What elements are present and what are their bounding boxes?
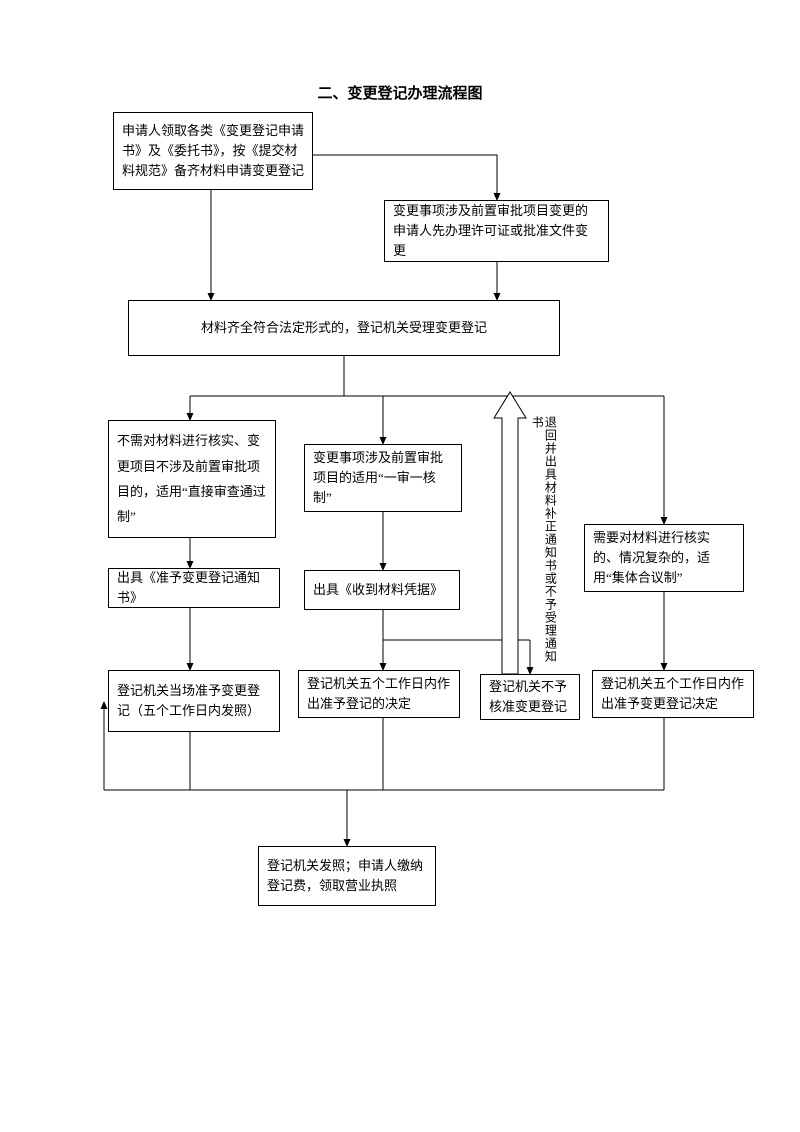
node-n13: 登记机关发照；申请人缴纳登记费，领取营业执照 <box>258 846 436 906</box>
page-title: 二、变更登记办理流程图 <box>0 82 800 103</box>
node-n2: 变更事项涉及前置审批项目变更的申请人先办理许可证或批准文件变更 <box>384 200 609 262</box>
return-block-arrow <box>494 392 526 674</box>
node-n6: 需要对材料进行核实的、情况复杂的，适用“集体合议制” <box>584 524 744 592</box>
node-n1: 申请人领取各类《变更登记申请书》及《委托书》，按《提交材料规范》备齐材料申请变更… <box>113 112 313 190</box>
node-n12: 登记机关五个工作日内作出准予变更登记决定 <box>592 670 754 718</box>
node-n8: 出具《收到材料凭据》 <box>304 570 460 610</box>
node-n10: 登记机关五个工作日内作出准予登记的决定 <box>298 670 460 718</box>
node-n11: 登记机关不予核准变更登记 <box>480 674 580 720</box>
node-n5: 变更事项涉及前置审批项目的适用“一审一核制” <box>304 444 462 512</box>
flowchart-canvas: 二、变更登记办理流程图 申请人领取各类《变更登记申请书》及《委托书》，按《提交材… <box>0 0 800 1132</box>
node-n3: 材料齐全符合法定形式的，登记机关受理变更登记 <box>128 300 560 356</box>
node-n4: 不需对材料进行核实、变更项目不涉及前置审批项目的，适用“直接审查通过制” <box>108 420 276 538</box>
return-label: 退回并出具材料补正通知书或不予受理通知书 <box>530 416 556 672</box>
node-n9: 登记机关当场准予变更登记（五个工作日内发照） <box>108 670 280 732</box>
node-n7: 出具《准予变更登记通知书》 <box>108 568 280 608</box>
